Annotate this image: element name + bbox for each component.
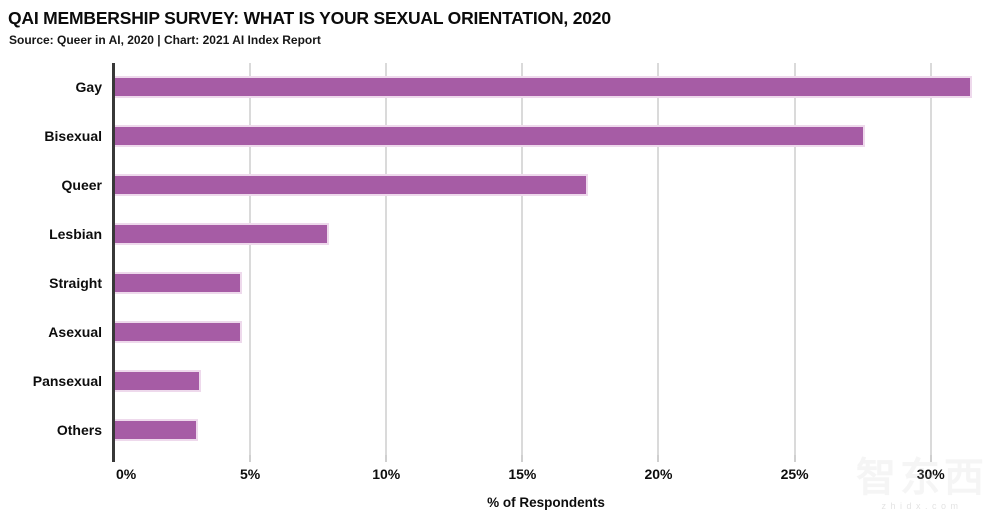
- bar-others: [114, 419, 199, 441]
- bar-gay: [114, 76, 972, 98]
- x-axis-label: % of Respondents: [487, 495, 605, 510]
- bar-straight: [114, 272, 242, 294]
- category-label-asexual: Asexual: [48, 324, 102, 340]
- bar-asexual: [114, 321, 242, 343]
- gridline-30%: [929, 63, 932, 455]
- watermark-site-text: zhidx.com: [881, 501, 963, 511]
- watermark: 智东西 zhidx.com: [856, 456, 988, 511]
- tick-mark-25%: [793, 455, 796, 462]
- category-label-queer: Queer: [61, 177, 102, 193]
- gridline-20%: [657, 63, 660, 455]
- bar-pansexual: [114, 370, 202, 392]
- x-tick-label-30%: 30%: [916, 466, 945, 482]
- category-label-gay: Gay: [75, 79, 102, 95]
- x-tick-label-20%: 20%: [644, 466, 673, 482]
- x-tick-label-15%: 15%: [508, 466, 537, 482]
- category-label-straight: Straight: [49, 275, 102, 291]
- gridline-5%: [249, 63, 252, 455]
- x-tick-label-5%: 5%: [239, 466, 261, 482]
- category-label-others: Others: [56, 422, 102, 438]
- category-label-pansexual: Pansexual: [32, 373, 102, 389]
- x-tick-label-0%: 0%: [116, 466, 137, 482]
- plot-area: [112, 63, 977, 462]
- gridline-25%: [793, 63, 796, 455]
- chart-title: QAI MEMBERSHIP SURVEY: WHAT IS YOUR SEXU…: [8, 8, 611, 28]
- bar-queer: [114, 174, 588, 196]
- tick-mark-20%: [657, 455, 660, 462]
- y-axis-line: [112, 63, 115, 462]
- gridline-15%: [521, 63, 524, 455]
- bar-lesbian: [114, 223, 330, 245]
- tick-mark-15%: [521, 455, 524, 462]
- category-label-lesbian: Lesbian: [49, 226, 102, 242]
- category-label-bisexual: Bisexual: [44, 128, 102, 144]
- x-tick-label-10%: 10%: [372, 466, 401, 482]
- x-tick-label-25%: 25%: [780, 466, 809, 482]
- chart-source-line: Source: Queer in AI, 2020 | Chart: 2021 …: [9, 33, 321, 47]
- tick-mark-10%: [385, 455, 388, 462]
- tick-mark-5%: [249, 455, 252, 462]
- bar-bisexual: [114, 125, 866, 147]
- gridline-10%: [385, 63, 388, 455]
- tick-mark-30%: [929, 455, 932, 462]
